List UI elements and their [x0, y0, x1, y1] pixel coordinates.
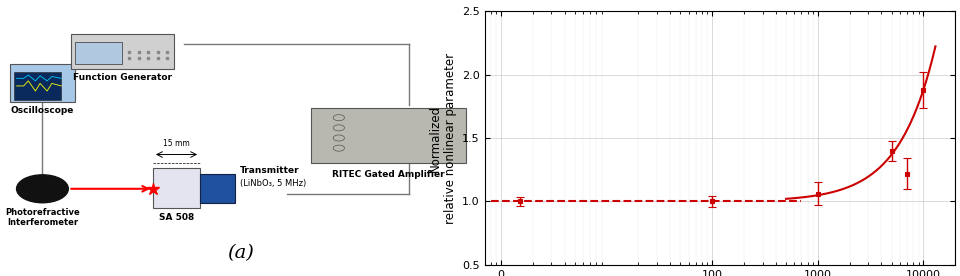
FancyBboxPatch shape — [10, 64, 76, 102]
Text: (a): (a) — [227, 245, 253, 262]
FancyBboxPatch shape — [153, 168, 200, 208]
Text: Function Generator: Function Generator — [73, 73, 172, 82]
Text: SA 508: SA 508 — [159, 213, 194, 222]
FancyBboxPatch shape — [14, 72, 61, 100]
FancyBboxPatch shape — [311, 108, 466, 163]
Text: Oscilloscope: Oscilloscope — [11, 106, 74, 115]
Text: RITEC Gated Amplifier: RITEC Gated Amplifier — [332, 170, 444, 179]
FancyBboxPatch shape — [76, 41, 123, 64]
Text: (LiNbO₃, 5 MHz): (LiNbO₃, 5 MHz) — [240, 179, 306, 188]
Text: 15 mm: 15 mm — [163, 139, 190, 148]
Text: Photorefractive
Interferometer: Photorefractive Interferometer — [5, 208, 80, 227]
FancyBboxPatch shape — [200, 174, 235, 203]
Circle shape — [16, 175, 68, 203]
FancyBboxPatch shape — [71, 34, 174, 70]
Text: Transmitter: Transmitter — [240, 166, 300, 175]
Y-axis label: Normalized
relative nonlinear parameter: Normalized relative nonlinear parameter — [428, 52, 457, 224]
